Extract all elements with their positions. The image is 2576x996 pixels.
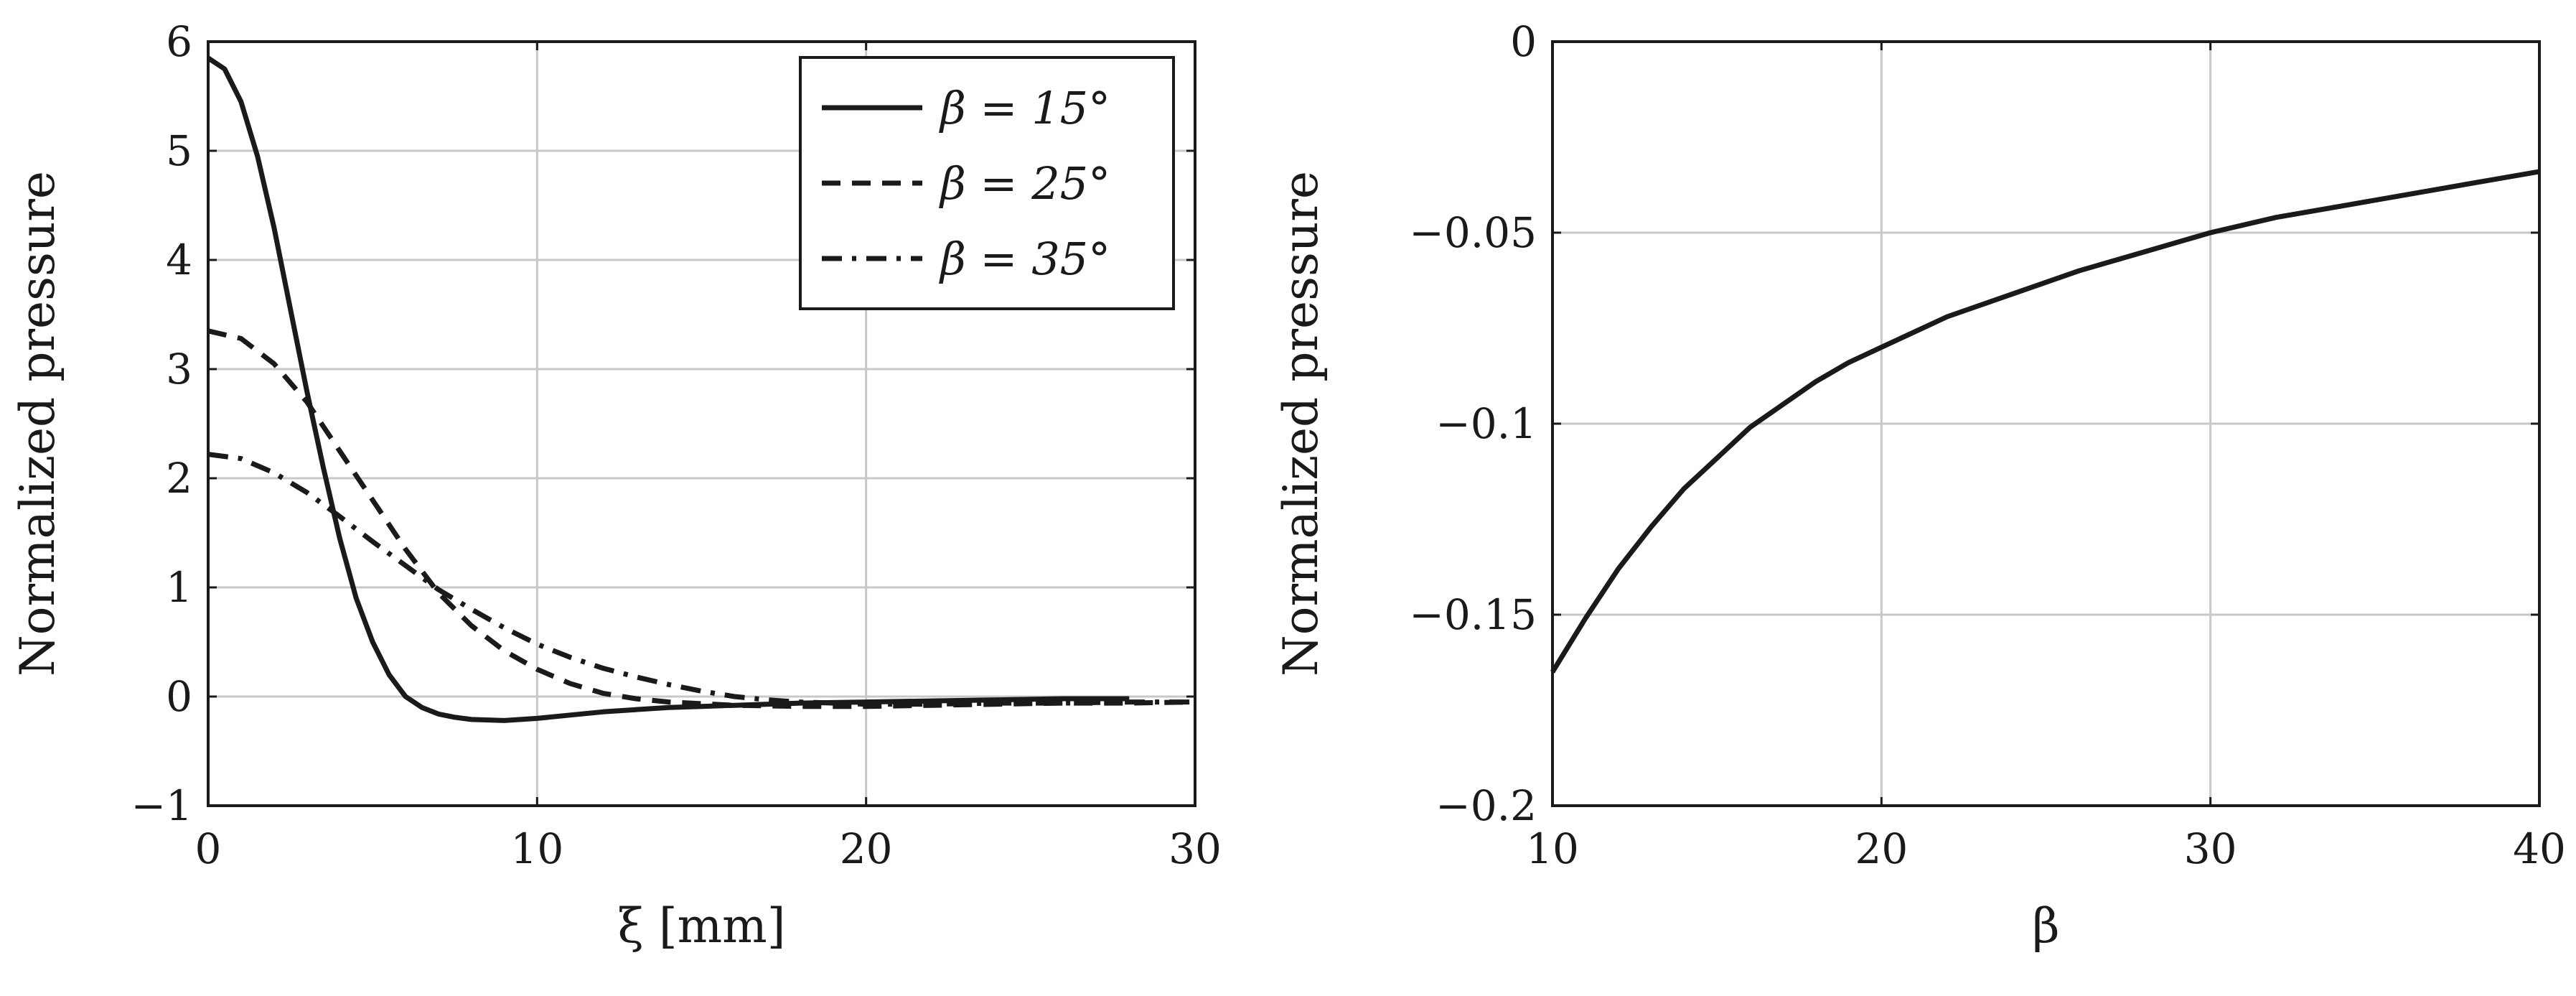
right-ytick-label: −0.1 <box>1435 399 1537 448</box>
left-series-1 <box>207 328 1196 709</box>
right-xtick-label: 20 <box>1855 824 1908 873</box>
right-chart: 10 20 30 40 −0.2 −0.15 −0.1 −0.05 0 β Normalized p… <box>1273 17 2566 954</box>
left-xtick-label: 10 <box>510 824 563 873</box>
right-ytick-label: −0.15 <box>1409 590 1537 639</box>
left-ytick-label: 6 <box>166 17 192 66</box>
right-x-axis-label: β <box>2032 898 2059 954</box>
right-series-0 <box>1550 169 2540 674</box>
left-frame <box>207 40 1196 807</box>
right-ytick-label: 0 <box>1510 17 1537 66</box>
left-y-axis-label: Normalized pressure <box>10 171 65 676</box>
left-ytick-label: 3 <box>166 345 192 394</box>
legend-label-1: β = 25° <box>939 157 1110 210</box>
left-xtick-label: 20 <box>840 824 893 873</box>
left-ytick-label: −1 <box>131 781 193 830</box>
legend-label-2: β = 35° <box>939 233 1110 285</box>
left-series-2 <box>207 452 1195 707</box>
left-ytick-label: 2 <box>166 454 192 503</box>
left-xtick-label: 30 <box>1168 824 1222 873</box>
right-xtick-label: 10 <box>1526 824 1579 873</box>
left-ytick-label: 4 <box>166 236 192 284</box>
left-ytick-label: 5 <box>166 126 192 175</box>
right-ytick-label: −0.2 <box>1435 781 1537 830</box>
right-y-axis-label: Normalized pressure <box>1273 171 1329 676</box>
left-xtick-label: 0 <box>195 824 222 873</box>
right-xtick-label: 30 <box>2184 824 2237 873</box>
legend-label-0: β = 15° <box>939 82 1110 134</box>
right-xtick-label: 40 <box>2513 824 2566 873</box>
left-x-axis-label: ξ [mm] <box>618 898 786 954</box>
right-ytick-label: −0.05 <box>1409 208 1537 257</box>
left-ytick-label: 1 <box>166 563 192 612</box>
left-ytick-label: 0 <box>166 672 192 721</box>
